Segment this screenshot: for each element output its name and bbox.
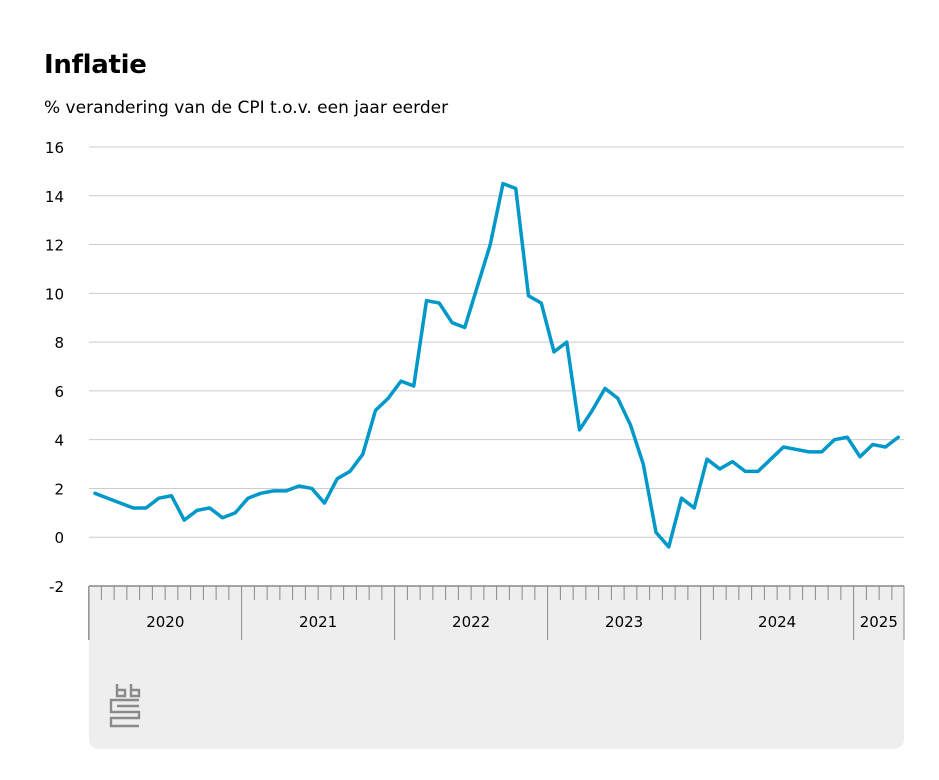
y-tick-label: 4 [54,432,64,450]
x-axis: 2020 2021 2022 2023 2024 2025 [88,585,905,640]
axis-panel [89,586,904,749]
y-tick-label: -2 [49,578,64,596]
x-year-label: 2021 [299,613,337,631]
y-axis-ticks: 16 14 12 10 8 6 4 2 0 -2 [45,139,64,596]
chart-title: Inflatie [44,50,147,80]
series-line-inflatie [93,181,900,549]
x-year-label: 2022 [452,613,490,631]
y-tick-label: 14 [45,188,64,206]
gridlines [89,146,904,538]
y-tick-label: 16 [45,139,64,157]
x-year-label: 2024 [758,613,796,631]
y-tick-label: 0 [54,529,64,547]
x-year-label: 2025 [860,613,898,631]
y-tick-label: 10 [45,285,64,303]
y-tick-label: 8 [54,334,64,352]
chart-subtitle: % verandering van de CPI t.o.v. een jaar… [44,98,449,118]
x-year-label: 2020 [146,613,184,631]
y-tick-label: 2 [54,480,64,498]
y-tick-label: 6 [54,383,64,401]
x-year-label: 2023 [605,613,643,631]
y-tick-label: 12 [45,237,64,255]
cbs-logo-icon [109,684,141,728]
